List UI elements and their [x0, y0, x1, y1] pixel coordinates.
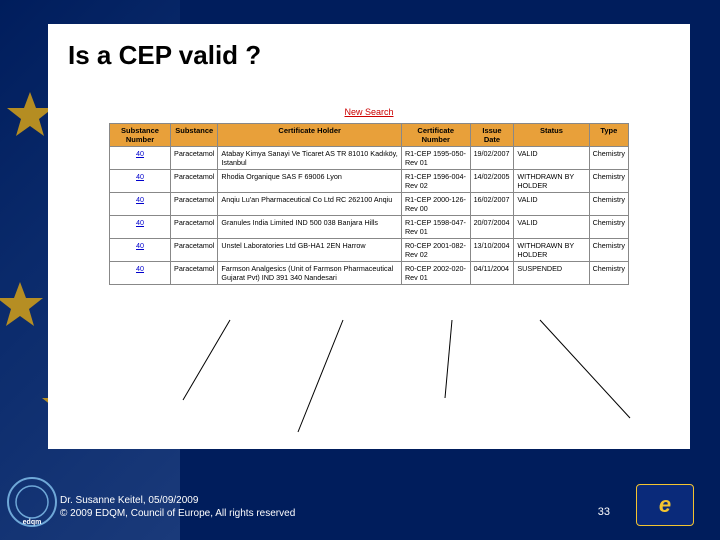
footer-line1: Dr. Susanne Keitel, 05/09/2009	[60, 494, 295, 507]
footer-line2: © 2009 EDQM, Council of Europe, All righ…	[60, 507, 295, 520]
callout-fullcep: Full CEP number	[222, 430, 335, 446]
callout-holder: Holder name	[132, 398, 217, 414]
slide-number: 33	[598, 506, 610, 518]
callout-arrows	[0, 0, 720, 540]
callout-issue: Issue date of the current CEP	[340, 398, 535, 414]
edqm-logo: edqm	[6, 476, 58, 528]
footer: Dr. Susanne Keitel, 05/09/2009 © 2009 ED…	[60, 494, 295, 520]
callout-status: Status	[618, 418, 661, 434]
coe-logo: e	[636, 484, 694, 526]
svg-text:edqm: edqm	[23, 519, 42, 526]
coe-e-icon: e	[659, 492, 671, 518]
